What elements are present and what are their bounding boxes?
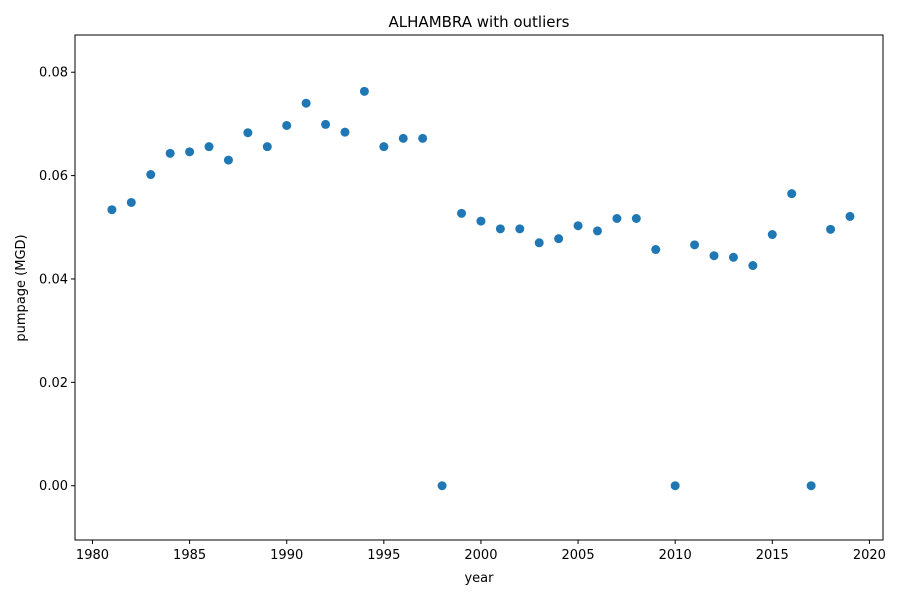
data-point — [748, 261, 758, 271]
data-point — [534, 238, 544, 248]
data-point — [107, 205, 117, 215]
data-point — [767, 230, 777, 240]
y-axis-ticks: 0.00 0.02 0.04 0.06 0.08 — [39, 66, 75, 494]
x-tick-label: 1990 — [270, 548, 303, 563]
data-point — [379, 142, 389, 152]
x-tick-label: 2010 — [659, 548, 692, 563]
plot-area-frame — [74, 34, 884, 541]
data-point — [728, 252, 738, 262]
data-point — [806, 481, 816, 491]
data-point — [709, 251, 719, 261]
chart-title: ALHAMBRA with outliers — [389, 13, 570, 31]
data-point — [592, 226, 602, 236]
y-tick-label: 0.02 — [39, 376, 68, 391]
x-tick-label: 1980 — [76, 548, 109, 563]
data-point — [185, 147, 195, 157]
data-point — [340, 127, 350, 137]
data-point — [573, 221, 583, 231]
data-point — [651, 245, 661, 255]
data-point — [670, 481, 680, 491]
data-point — [359, 86, 369, 96]
data-point — [146, 170, 156, 180]
data-point — [418, 133, 428, 143]
x-tick-label: 2005 — [562, 548, 595, 563]
data-point — [826, 224, 836, 234]
x-axis-ticks: 1980 1985 1990 1995 2000 2005 2010 2015 2020 — [76, 540, 886, 563]
x-tick-label: 2000 — [464, 548, 497, 563]
y-axis-label: pumpage (MGD) — [14, 234, 29, 341]
data-point — [787, 189, 797, 199]
x-tick-label: 2015 — [756, 548, 789, 563]
x-tick-label: 1985 — [173, 548, 206, 563]
x-tick-label: 1995 — [367, 548, 400, 563]
data-point — [398, 133, 408, 143]
y-tick-label: 0.04 — [39, 272, 68, 287]
data-point — [515, 224, 525, 234]
y-tick-label: 0.06 — [39, 169, 68, 184]
data-point — [282, 120, 292, 130]
data-point — [631, 213, 641, 223]
y-tick-label: 0.08 — [39, 66, 68, 81]
data-point — [554, 234, 564, 244]
data-point — [262, 142, 272, 152]
data-point — [495, 224, 505, 234]
data-point — [845, 211, 855, 221]
data-point — [321, 119, 331, 129]
data-point — [165, 148, 175, 158]
x-tick-label: 2020 — [853, 548, 886, 563]
data-point — [476, 216, 486, 226]
data-point — [457, 208, 467, 218]
data-point — [301, 98, 311, 108]
data-point — [126, 197, 136, 207]
x-axis-label: year — [464, 571, 494, 586]
y-tick-label: 0.00 — [39, 479, 68, 494]
data-point — [243, 128, 253, 138]
data-points — [107, 86, 855, 491]
data-point — [223, 155, 233, 165]
data-point — [612, 213, 622, 223]
data-point — [204, 142, 214, 152]
data-point — [437, 481, 447, 491]
data-point — [690, 240, 700, 250]
